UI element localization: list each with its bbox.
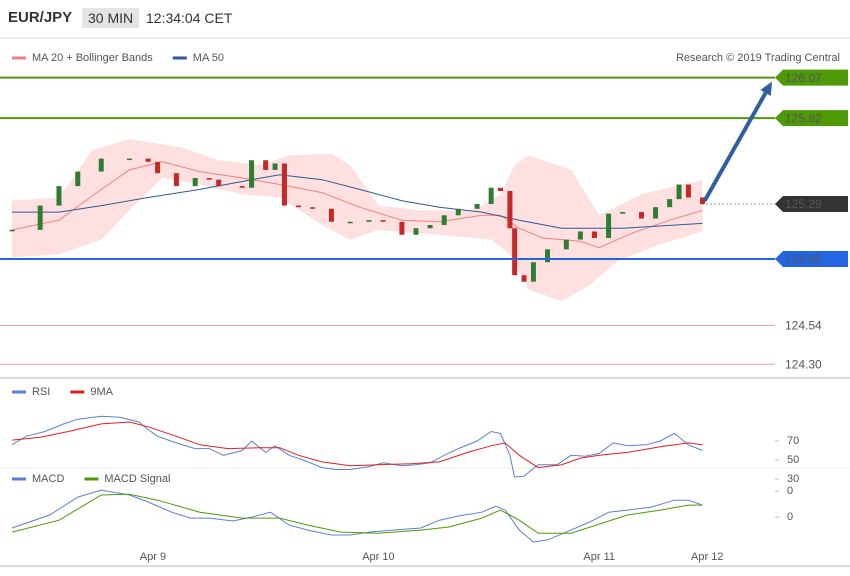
- candle: [399, 221, 405, 235]
- candle: [310, 207, 316, 209]
- candle: [700, 197, 706, 204]
- candle: [676, 184, 682, 200]
- level-label: 125.29: [785, 197, 822, 211]
- level-tag: [775, 251, 848, 268]
- candle: [441, 215, 447, 226]
- candle: [216, 179, 222, 187]
- candle: [530, 262, 536, 282]
- candle: [272, 163, 278, 170]
- candle: [667, 199, 673, 208]
- candle: [145, 158, 151, 162]
- candle: [347, 221, 353, 224]
- candle: [380, 220, 386, 222]
- candle: [620, 212, 626, 214]
- x-tick-label: Apr 10: [362, 551, 394, 563]
- candle: [173, 173, 179, 187]
- candle: [512, 228, 518, 276]
- interval[interactable]: 30 MIN: [82, 8, 140, 28]
- y-tick-label: 30: [787, 473, 799, 485]
- candle: [427, 225, 433, 229]
- candle: [591, 231, 597, 238]
- candle: [577, 231, 583, 240]
- credit: Research © 2019 Trading Central: [676, 52, 840, 64]
- ma-line: [11, 161, 703, 249]
- candle: [455, 208, 461, 216]
- forecast-arrowhead: [760, 81, 772, 96]
- indicator-line: [11, 489, 703, 543]
- legend-label: RSI: [32, 386, 50, 398]
- candle: [507, 190, 513, 229]
- candle: [413, 228, 419, 235]
- ma-line: [12, 174, 703, 229]
- candle: [296, 205, 302, 208]
- y-tick-label: 0: [787, 511, 793, 523]
- candle: [37, 205, 43, 230]
- candle: [563, 239, 569, 250]
- candle: [488, 187, 494, 204]
- candle: [192, 178, 198, 187]
- x-tick-label: Apr 11: [583, 551, 615, 563]
- candle: [249, 160, 255, 188]
- level-label: 124.30: [785, 357, 822, 371]
- candle: [545, 249, 551, 263]
- legend-label: MACD: [32, 473, 64, 485]
- candle: [239, 186, 245, 188]
- candle: [685, 184, 691, 198]
- x-tick-label: Apr 12: [691, 551, 723, 563]
- candle: [126, 158, 132, 161]
- candle: [56, 186, 62, 206]
- candle: [155, 161, 161, 174]
- candle: [263, 160, 269, 170]
- y-tick-label: 50: [787, 454, 799, 466]
- header: EUR/JPY 30 MIN 12:34:04 CET: [0, 0, 850, 38]
- candle: [98, 158, 104, 172]
- y-tick-label: 70: [787, 435, 799, 447]
- level-label: 124.54: [785, 319, 822, 333]
- candle: [9, 229, 15, 232]
- legend-label: MA 20 + Bollinger Bands: [32, 52, 153, 64]
- candle: [366, 220, 372, 222]
- legend-label: MA 50: [193, 52, 224, 64]
- level-tag: [775, 195, 848, 212]
- candle: [75, 171, 81, 187]
- level-label: 124.95: [785, 252, 822, 266]
- time: 12:34:04 CET: [146, 10, 233, 26]
- candle: [638, 212, 644, 219]
- candle: [521, 275, 527, 282]
- candle: [328, 208, 334, 222]
- forecast-arrow: [702, 91, 768, 202]
- candle: [281, 163, 287, 206]
- symbol: EUR/JPY: [8, 9, 73, 26]
- level-label: 126.07: [785, 71, 822, 85]
- x-tick-label: Apr 9: [140, 551, 166, 563]
- candle: [498, 187, 504, 191]
- level-tag: [775, 110, 848, 127]
- indicator-line: [11, 421, 703, 469]
- indicator-line: [11, 493, 703, 534]
- level-tag: [775, 69, 848, 86]
- candle: [606, 213, 612, 238]
- level-label: 125.82: [785, 111, 822, 125]
- legend-label: MACD Signal: [104, 473, 170, 485]
- bollinger-band: [12, 139, 703, 302]
- candle: [474, 203, 480, 209]
- y-tick-label: 0: [787, 485, 793, 497]
- candle: [653, 207, 659, 219]
- legend-label: 9MA: [90, 386, 113, 398]
- candle: [206, 178, 212, 180]
